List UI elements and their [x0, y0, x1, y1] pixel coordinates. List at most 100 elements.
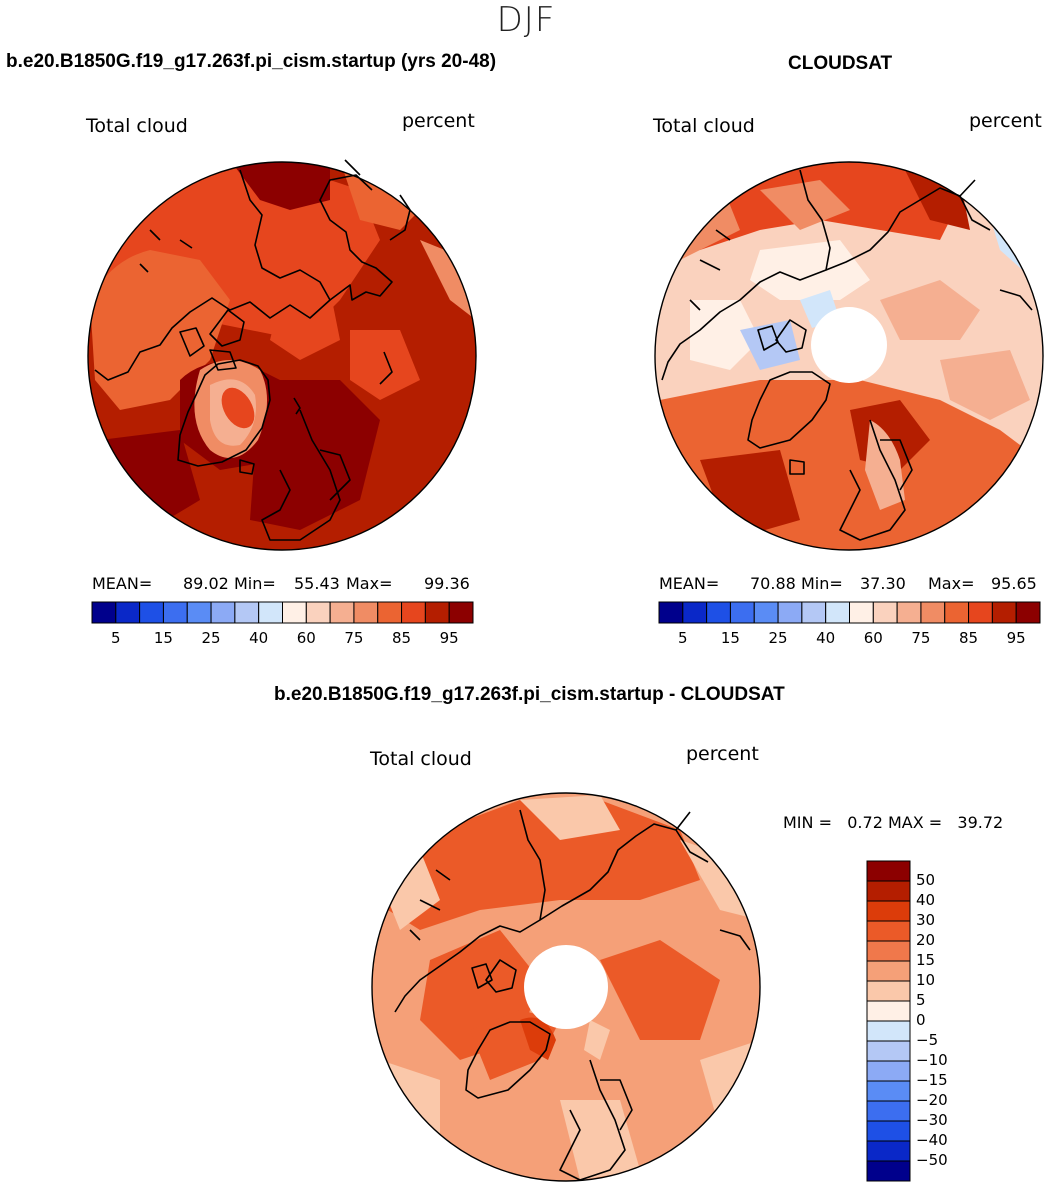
panel1-colorbar-tick-label: 85: [392, 629, 412, 647]
panel2-colorbar-cell: [849, 601, 874, 624]
panel1-min-label: Min=: [234, 574, 276, 593]
panel1-colorbar-cell: [162, 601, 188, 624]
panel2-right-label: percent: [969, 110, 1042, 132]
panel3-colorbar-tick-label: −5: [916, 1031, 939, 1049]
panel3-colorbar-tick-label: 20: [916, 931, 936, 949]
panel1-colorbar-tick-label: 75: [344, 629, 364, 647]
panel2-colorbar-cell: [777, 601, 803, 624]
panel2-mean-value: 70.88: [750, 574, 796, 593]
panel1-colorbar-cell: [139, 601, 164, 624]
panel2-max-value: 95.65: [991, 574, 1037, 593]
panel3-right-label: percent: [686, 743, 759, 765]
panel3-minmax: MIN = 0.72 MAX = 39.72: [783, 813, 1004, 832]
panel3-colorbar-tick-label: 50: [916, 871, 936, 889]
panel3-colorbar-cell: [866, 860, 911, 882]
panel3-map: [371, 792, 761, 1182]
panel1-title: b.e20.B1850G.f19_g17.263f.pi_cism.startu…: [6, 51, 497, 72]
panel3-colorbar-cell: [866, 980, 911, 1002]
panel1-colorbar-cell: [91, 601, 117, 624]
panel3-colorbar-cell: [866, 960, 911, 982]
panel2-colorbar-cell: [825, 601, 850, 624]
panel2-min-value: 37.30: [860, 574, 906, 593]
panel3-colorbar-cell: [866, 1080, 911, 1102]
panel2-min-label: Min=: [801, 574, 843, 593]
panel2-colorbar-cell: [944, 601, 970, 624]
panel1-colorbar-cell: [377, 601, 403, 624]
panel1-right-label: percent: [402, 110, 475, 132]
panel3-colorbar-tick-label: 5: [916, 991, 926, 1009]
panel1-colorbar-cell: [305, 601, 331, 624]
panel2-colorbar-cell: [706, 601, 731, 624]
panel3-colorbar-tick-label: −40: [916, 1131, 948, 1149]
panel2-colorbar-cell: [896, 601, 922, 624]
panel2-max-label: Max=: [928, 574, 975, 593]
panel3-colorbar-cell: [866, 940, 911, 962]
panel1-map: [87, 159, 477, 551]
panel1-colorbar-cell: [329, 601, 355, 624]
panel3-colorbar-tick-label: 30: [916, 911, 936, 929]
panel3-colorbar-tick-label: 15: [916, 951, 936, 969]
panel1-colorbar-cell: [424, 601, 450, 624]
panel1-colorbar-tick-label: 95: [439, 629, 459, 647]
panel2-colorbar-tick-label: 95: [1006, 629, 1026, 647]
panel1-mean-value: 89.02: [183, 574, 229, 593]
panel2-colorbar-cell: [1015, 601, 1041, 624]
panel1-colorbar-cell: [115, 601, 141, 624]
panel1-colorbar-cell: [448, 601, 474, 624]
panel1-colorbar-cell: [210, 601, 236, 624]
panel3-colorbar-tick-label: −20: [916, 1091, 948, 1109]
panel3-colorbar-tick-label: −15: [916, 1071, 948, 1089]
panel1-colorbar-tick-label: 25: [201, 629, 221, 647]
panel3-left-label: Total cloud: [370, 748, 472, 770]
panel2-colorbar-tick-label: 85: [959, 629, 979, 647]
panel1-colorbar-tick-label: 5: [111, 629, 121, 647]
panel1-colorbar-tick-label: 15: [153, 629, 173, 647]
panel2-colorbar-cell: [801, 601, 827, 624]
panel2-colorbar-cell: [872, 601, 898, 624]
panel1-colorbar-cell: [234, 601, 260, 624]
figure-title: DJF: [496, 0, 556, 40]
panel1-colorbar-cell: [258, 601, 283, 624]
panel3-colorbar: [866, 860, 911, 1182]
panel3-colorbar-tick-label: 40: [916, 891, 936, 909]
panel2-colorbar-tick-label: 60: [863, 629, 883, 647]
panel2-mean-label: MEAN=: [659, 574, 720, 593]
panel2-colorbar-cell: [729, 601, 755, 624]
panel3-colorbar-cell: [866, 1040, 911, 1062]
panel3-colorbar-cell: [866, 1160, 911, 1182]
panel2-colorbar-cell: [920, 601, 946, 624]
panel3-colorbar-cell: [866, 1000, 911, 1022]
panel2-title: CLOUDSAT: [788, 53, 893, 74]
panel1-colorbar-cell: [353, 601, 379, 624]
panel3-colorbar-tick-label: −50: [916, 1151, 948, 1169]
panel3-colorbar-cell: [866, 1020, 911, 1042]
panel2-colorbar-cell: [968, 601, 993, 624]
panel1-colorbar-cell: [401, 601, 426, 624]
panel2-map: [654, 161, 1044, 551]
panel3-colorbar-cell: [866, 1140, 911, 1162]
panel2-colorbar-cell: [753, 601, 779, 624]
panel3-colorbar-cell: [866, 1100, 911, 1122]
panel1-colorbar: [91, 601, 474, 624]
panel2-colorbar-tick-label: 40: [816, 629, 836, 647]
panel2-colorbar: [658, 601, 1041, 624]
panel1-max-label: Max=: [346, 574, 393, 593]
panel3-colorbar-cell: [866, 880, 911, 902]
panel3-colorbar-tick-label: 0: [916, 1011, 926, 1029]
panel2-left-label: Total cloud: [653, 115, 755, 137]
panel2-colorbar-tick-label: 75: [911, 629, 931, 647]
panel1-mean-label: MEAN=: [92, 574, 153, 593]
panel3-colorbar-tick-label: 10: [916, 971, 936, 989]
panel3-colorbar-cell: [866, 1120, 911, 1142]
panel2-colorbar-cell: [991, 601, 1017, 624]
panel1-left-label: Total cloud: [86, 115, 188, 137]
panel1-colorbar-cell: [186, 601, 212, 624]
panel3-title: b.e20.B1850G.f19_g17.263f.pi_cism.startu…: [274, 684, 785, 705]
panel3-colorbar-cell: [866, 920, 911, 942]
panel1-min-value: 55.43: [294, 574, 340, 593]
panel2-colorbar-tick-label: 25: [768, 629, 788, 647]
panel1-colorbar-cell: [282, 601, 307, 624]
panel2-colorbar-cell: [658, 601, 684, 624]
panel2-colorbar-tick-label: 5: [678, 629, 688, 647]
